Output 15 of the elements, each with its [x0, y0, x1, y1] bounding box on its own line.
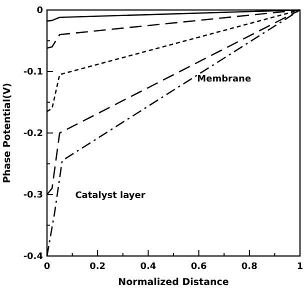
y-tick-label: -0.3: [23, 190, 43, 200]
x-tick-label: 0.6: [190, 262, 207, 272]
x-tick-label: 0.2: [90, 262, 106, 272]
y-tick-label: -0.2: [23, 129, 43, 139]
annotation: Membrane: [197, 74, 252, 84]
x-tick-label: 0.8: [241, 262, 258, 272]
y-axis-title: Phase Potential(V): [2, 82, 13, 184]
annotation: Catalyst layer: [75, 191, 146, 202]
y-tick-label: -0.1: [23, 68, 43, 78]
y-tick-label: -0.4: [23, 252, 43, 262]
x-tick-label: 1: [296, 262, 304, 272]
x-axis-title: Normalized Distance: [118, 277, 229, 288]
x-tick-label: 0: [44, 262, 50, 272]
y-tick-label: 0: [36, 6, 43, 16]
x-tick-label: 0.4: [140, 262, 156, 272]
